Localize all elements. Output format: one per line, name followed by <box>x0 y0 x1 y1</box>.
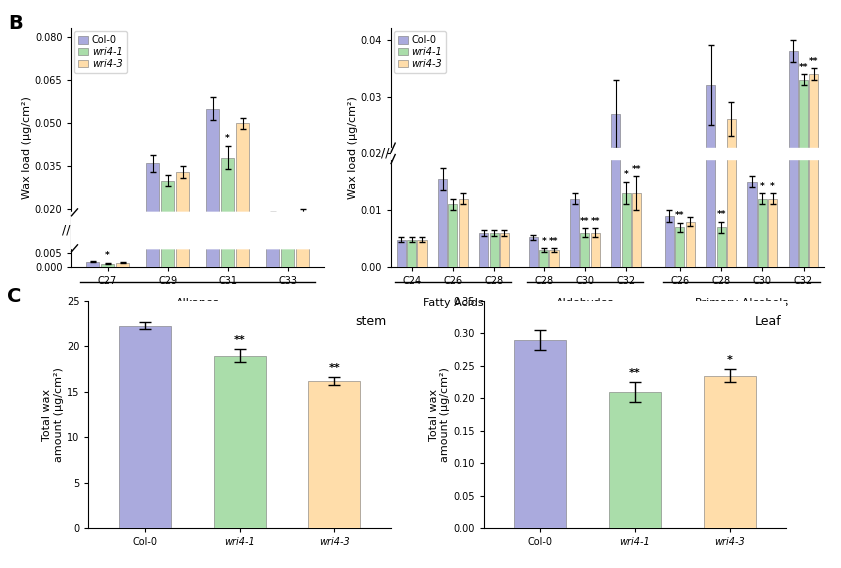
Text: **: ** <box>717 210 726 219</box>
Text: **: ** <box>809 57 818 66</box>
Bar <box>768 199 777 267</box>
Bar <box>632 193 641 267</box>
Bar <box>86 262 99 267</box>
Bar <box>101 264 114 267</box>
Bar <box>529 237 538 267</box>
Bar <box>438 179 447 267</box>
Text: C: C <box>7 287 21 306</box>
Text: //: // <box>381 147 389 160</box>
Text: Fatty Acids: Fatty Acids <box>423 298 484 308</box>
Text: **: ** <box>234 335 246 345</box>
Text: **: ** <box>799 62 808 72</box>
Text: Aldehydes: Aldehydes <box>556 298 614 308</box>
Y-axis label: Wax load (μg/cm²): Wax load (μg/cm²) <box>348 96 357 199</box>
Text: *: * <box>624 170 628 179</box>
Text: *: * <box>105 251 110 260</box>
Bar <box>685 222 695 267</box>
Bar <box>206 109 220 267</box>
Bar <box>458 199 468 267</box>
Text: B: B <box>8 14 24 33</box>
Bar <box>809 74 818 267</box>
Bar <box>161 181 174 267</box>
Bar <box>266 215 279 267</box>
Bar <box>214 356 266 528</box>
Bar <box>621 193 631 267</box>
Bar <box>146 164 159 267</box>
Bar <box>116 262 130 267</box>
Text: **: ** <box>632 165 641 174</box>
Bar <box>665 216 674 267</box>
Text: *: * <box>225 135 230 143</box>
Bar <box>748 182 757 267</box>
Bar <box>71 212 324 248</box>
Legend: Col-0, wri4-1, wri4-3: Col-0, wri4-1, wri4-3 <box>74 31 126 73</box>
Bar <box>407 240 416 267</box>
Bar <box>704 375 755 528</box>
Text: *: * <box>542 237 546 246</box>
Bar <box>221 158 235 267</box>
Bar <box>609 392 661 528</box>
Bar <box>590 233 600 267</box>
Bar <box>580 233 590 267</box>
Bar <box>727 119 736 267</box>
Text: **: ** <box>549 237 558 246</box>
Bar <box>515 340 566 528</box>
Bar <box>549 250 558 267</box>
Bar <box>296 212 309 267</box>
Text: *: * <box>760 182 764 191</box>
Bar <box>500 233 509 267</box>
Bar <box>309 381 360 528</box>
Y-axis label: Total wax
amount (μg/cm²): Total wax amount (μg/cm²) <box>42 367 64 462</box>
Bar <box>236 123 249 267</box>
Text: **: ** <box>590 217 600 226</box>
Text: *: * <box>727 355 733 365</box>
Bar <box>675 227 685 267</box>
Bar <box>717 227 726 267</box>
Bar <box>611 114 621 267</box>
Bar <box>489 233 499 267</box>
Bar <box>799 80 808 267</box>
Bar <box>479 233 489 267</box>
Text: **: ** <box>580 217 590 226</box>
Text: Primary Alcohols: Primary Alcohols <box>696 298 788 308</box>
Bar <box>758 199 767 267</box>
Text: Alkanes: Alkanes <box>176 298 220 308</box>
Bar <box>417 240 426 267</box>
Bar <box>176 172 189 267</box>
Bar <box>539 250 548 267</box>
Bar <box>281 221 294 267</box>
Legend: Col-0, wri4-1, wri4-3: Col-0, wri4-1, wri4-3 <box>394 31 446 73</box>
Bar <box>789 51 798 267</box>
Text: *: * <box>770 182 775 191</box>
Bar <box>706 85 716 267</box>
Y-axis label: Wax load (μg/cm²): Wax load (μg/cm²) <box>22 96 32 199</box>
Text: **: ** <box>629 368 641 378</box>
Bar <box>391 148 824 159</box>
Text: Leaf: Leaf <box>755 315 781 328</box>
Bar <box>448 204 458 267</box>
Bar <box>397 240 406 267</box>
Y-axis label: Total wax
amount (μg/cm²): Total wax amount (μg/cm²) <box>429 367 450 462</box>
Bar <box>119 325 171 528</box>
Text: //: // <box>62 224 71 237</box>
Bar <box>71 212 312 248</box>
Text: **: ** <box>329 363 340 373</box>
Text: **: ** <box>675 211 685 220</box>
Text: stem: stem <box>355 315 386 328</box>
Bar <box>570 199 579 267</box>
